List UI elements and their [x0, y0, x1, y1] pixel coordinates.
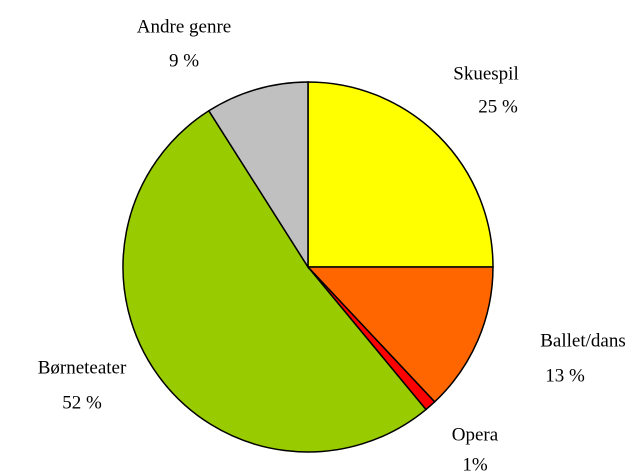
slice-label: Børneteater [38, 357, 127, 378]
pie-slice [306, 266, 494, 403]
slice-value-label: 13 % [545, 365, 585, 386]
slice-label: Opera [452, 424, 499, 445]
slice-value-label: 52 % [62, 392, 102, 413]
pie-slice [207, 81, 309, 270]
slice-label: Skuespil [453, 63, 518, 84]
slice-label: Ballet/dans [540, 330, 625, 351]
slice-value-label: 25 % [478, 96, 518, 117]
pie-slice [122, 109, 427, 453]
slice-label: Andre genre [137, 16, 231, 37]
slice-value-label: 1% [462, 454, 488, 475]
pie-slice [307, 81, 494, 268]
slice-value-label: 9 % [169, 50, 199, 71]
